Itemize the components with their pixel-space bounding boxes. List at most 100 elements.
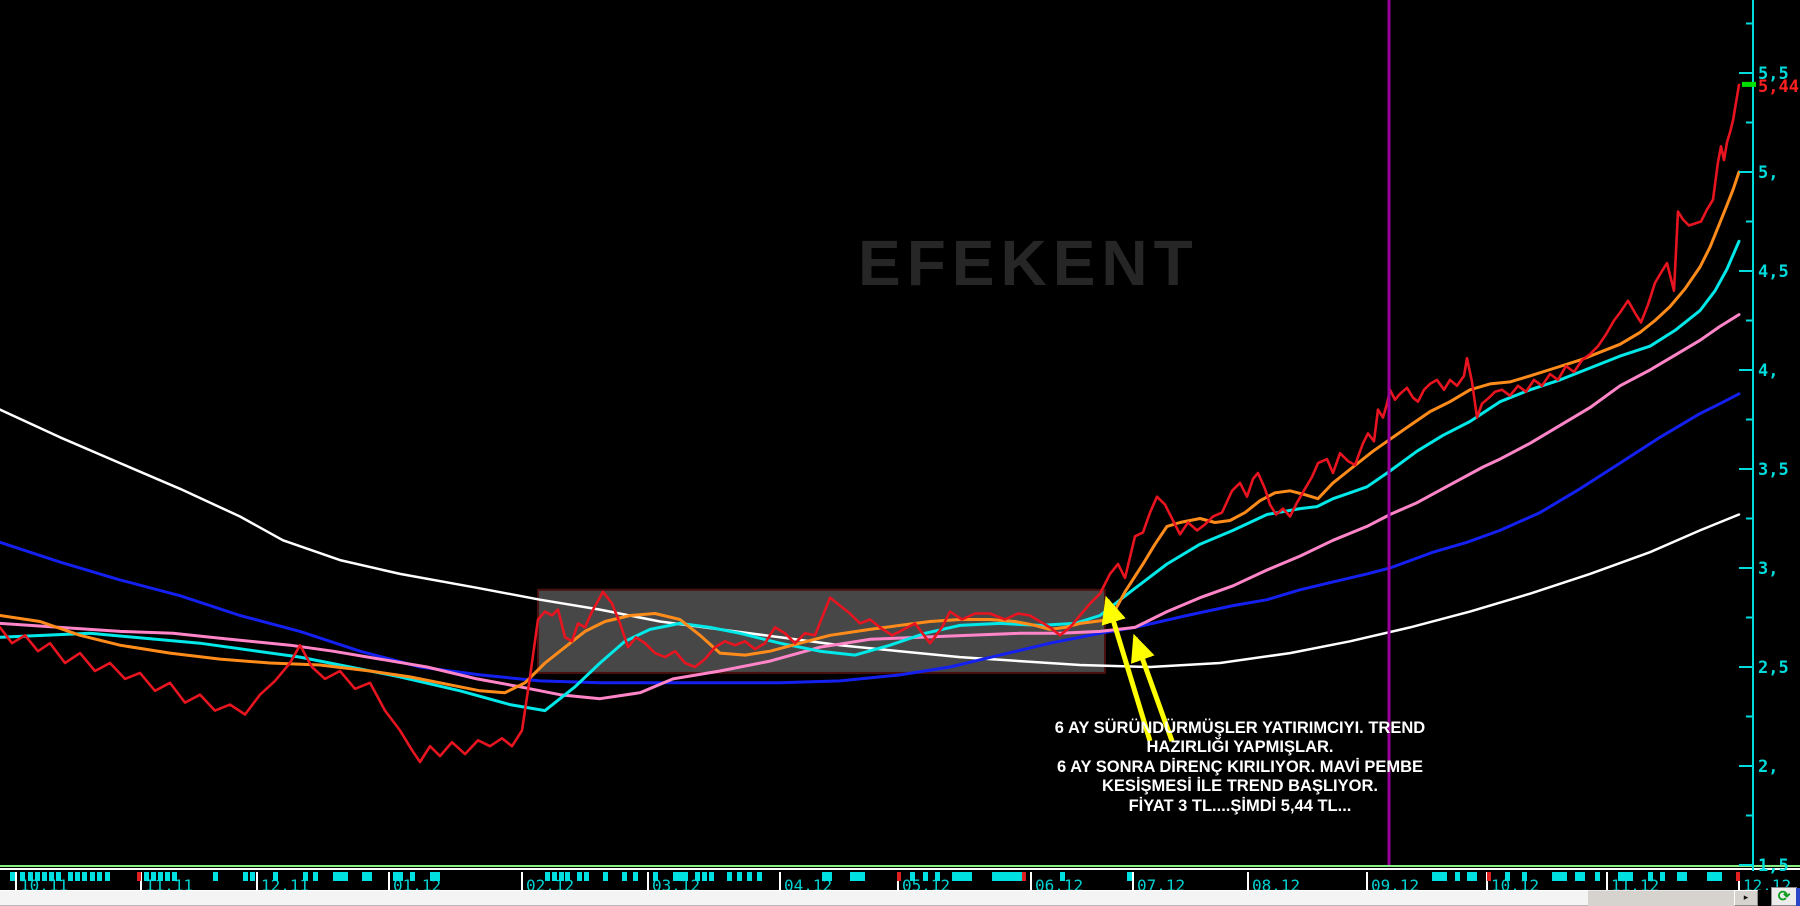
volume-tick <box>1437 872 1442 881</box>
volume-tick <box>633 872 638 881</box>
volume-tick <box>678 872 683 881</box>
watermark: EFEKENT <box>858 227 1199 299</box>
volume-tick <box>757 872 762 881</box>
volume-tick <box>559 872 564 881</box>
volume-tick <box>362 872 367 881</box>
volume-tick <box>1442 872 1447 881</box>
volume-tick <box>68 872 73 881</box>
y-axis-label: 1,5 <box>1758 856 1789 876</box>
volume-tick <box>565 872 570 881</box>
volume-tick <box>144 872 149 881</box>
scrollbar-right-arrow-button[interactable]: ▸ <box>1734 890 1758 906</box>
volume-tick <box>1002 872 1007 881</box>
volume-tick-red <box>897 872 901 881</box>
volume-tick <box>1012 872 1017 881</box>
last-price-tick <box>1742 81 1756 87</box>
volume-tick <box>727 872 732 881</box>
price-line <box>0 83 1741 764</box>
volume-tick <box>1682 872 1687 881</box>
volume-tick <box>1707 872 1712 881</box>
volume-tick <box>158 872 163 881</box>
month-separator <box>1606 872 1608 891</box>
volume-tick <box>1677 872 1682 881</box>
y-axis-label: 4, <box>1758 361 1778 381</box>
volume-tick <box>1628 872 1633 881</box>
volume-tick <box>1505 872 1510 881</box>
volume-tick <box>165 872 170 881</box>
volume-tick <box>1660 872 1665 881</box>
last-price-label: 5,44 <box>1758 77 1799 97</box>
volume-tick <box>1552 872 1557 881</box>
volume-tick <box>333 872 338 881</box>
volume-tick <box>855 872 860 881</box>
scrollbar-thumb[interactable] <box>0 890 1588 906</box>
volume-tick <box>1580 872 1585 881</box>
month-separator <box>647 872 649 891</box>
volume-tick <box>430 872 435 881</box>
volume-tick <box>20 872 25 881</box>
volume-tick <box>1575 872 1580 881</box>
volume-tick <box>28 872 33 881</box>
volume-tick <box>923 872 928 881</box>
refresh-icon[interactable]: ⟳ <box>1771 887 1797 906</box>
horizontal-scrollbar[interactable]: ▸ ⟳ <box>0 887 1800 906</box>
volume-tick <box>250 872 255 881</box>
volume-tick-red <box>137 872 141 881</box>
volume-tick-red <box>1487 872 1491 881</box>
volume-tick <box>1432 872 1437 881</box>
volume-tick <box>1717 872 1722 881</box>
corner-app-icon <box>1796 888 1800 906</box>
volume-tick <box>683 872 688 881</box>
white-ma-line <box>0 408 1741 669</box>
volume-tick <box>850 872 855 881</box>
volume-tick <box>1648 872 1653 881</box>
volume-tick <box>737 872 742 881</box>
volume-tick <box>273 872 278 881</box>
month-separator <box>256 872 258 891</box>
volume-tick <box>910 872 915 881</box>
annotation-arrow <box>1101 595 1153 742</box>
volume-tick <box>10 872 15 881</box>
volume-tick <box>49 872 54 881</box>
volume-tick <box>622 872 627 881</box>
month-separator <box>1247 872 1249 891</box>
pink-ma-line <box>0 313 1741 701</box>
volume-tick <box>673 872 678 881</box>
volume-tick <box>603 872 608 881</box>
volume-tick <box>398 872 403 881</box>
month-separator <box>521 872 523 891</box>
volume-tick <box>338 872 343 881</box>
month-separator <box>779 872 781 891</box>
volume-tick <box>1472 872 1477 881</box>
month-separator <box>1132 872 1134 891</box>
volume-tick <box>653 872 658 881</box>
scrollbar-track[interactable] <box>1588 890 1734 906</box>
volume-tick <box>584 872 589 881</box>
volume-tick <box>90 872 95 881</box>
volume-tick <box>35 872 40 881</box>
y-axis-label: 4,5 <box>1758 262 1789 282</box>
volume-tick <box>952 872 957 881</box>
volume-tick <box>172 872 177 881</box>
volume-tick <box>243 872 248 881</box>
month-separator <box>15 872 17 891</box>
month-separator <box>897 872 899 891</box>
volume-tick <box>1522 872 1527 881</box>
volume-tick <box>860 872 865 881</box>
volume-tick <box>967 872 972 881</box>
highlight-box <box>537 588 1106 674</box>
volume-tick <box>105 872 110 881</box>
y-axis-label: 5,5 <box>1758 64 1789 84</box>
volume-tick <box>997 872 1002 881</box>
volume-tick <box>1618 872 1623 881</box>
volume-tick <box>313 872 318 881</box>
volume-tick <box>213 872 218 881</box>
volume-tick <box>42 872 47 881</box>
volume-tick <box>992 872 997 881</box>
annotation-line: 6 AY SÜRÜNDÜRMÜŞLER YATIRIMCIYI. TREND <box>1054 719 1426 737</box>
volume-tick <box>935 872 940 881</box>
volume-tick <box>410 872 415 881</box>
annotation-line: FİYAT 3 TL....ŞİMDİ 5,44 TL... <box>1128 796 1352 815</box>
